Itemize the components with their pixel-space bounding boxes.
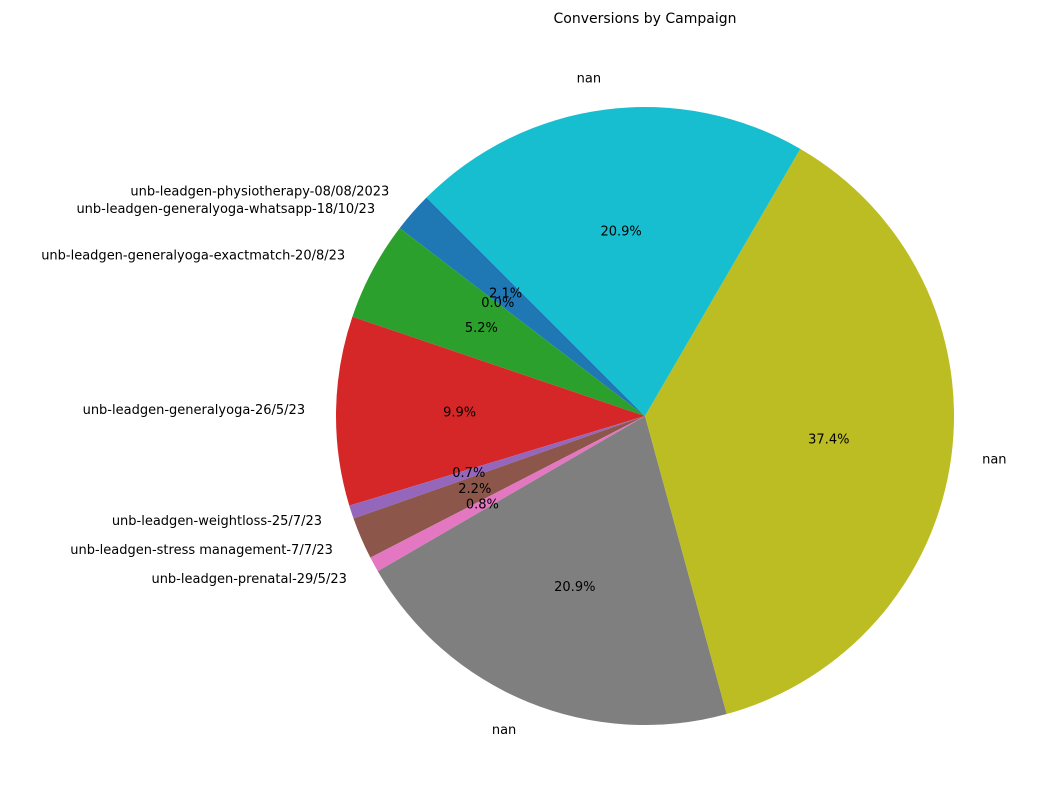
pie-slice (377, 416, 727, 726)
slice-label: unb-leadgen-prenatal-29/5/23 (151, 572, 346, 587)
pie-slice (352, 228, 645, 416)
pie-slice (353, 416, 645, 558)
slice-label: unb-leadgen-generalyoga-26/5/23 (83, 403, 306, 418)
pie-slice (645, 148, 955, 715)
slice-label: unb-leadgen-generalyoga-whatsapp-18/10/2… (76, 202, 375, 217)
slice-percent-label: 20.9% (554, 580, 595, 595)
slice-label: unb-leadgen-weightloss-25/7/23 (112, 514, 322, 529)
slice-percent-label: 5.2% (465, 321, 498, 336)
slice-label: nan (577, 71, 601, 86)
slice-label: nan (492, 723, 516, 738)
slice-percent-label: 2.1% (489, 286, 522, 301)
slice-percent-label: 2.2% (458, 482, 491, 497)
slice-label: unb-leadgen-generalyoga-exactmatch-20/8/… (41, 248, 345, 263)
pie-slice (335, 316, 645, 506)
slice-percent-label: 37.4% (808, 432, 849, 447)
percent-labels: 2.1%0.0% 5.2% 9.9% 0.7%2.2%0.8% 20.9% 37.4% 20… (443, 225, 849, 595)
pie-slices (335, 106, 955, 726)
slice-labels: unb-leadgen-physiotherapy-08/08/2023 unb-… (41, 71, 1006, 738)
slice-percent-label: 20.9% (600, 225, 641, 240)
pie-slice (426, 106, 801, 416)
pie-slice (370, 416, 645, 572)
pie-slice (399, 197, 645, 416)
slice-percent-label: 0.0% (481, 296, 514, 311)
pie-slice (349, 416, 645, 519)
chart-title: Conversions by Campaign (554, 11, 737, 27)
slice-percent-label: 0.7% (452, 466, 485, 481)
slice-label: unb-leadgen-physiotherapy-08/08/2023 (130, 185, 389, 200)
slice-percent-label: 9.9% (443, 405, 476, 420)
slice-percent-label: 0.8% (466, 498, 499, 513)
slice-label: nan (982, 452, 1006, 467)
slice-label: unb-leadgen-stress management-7/7/23 (70, 543, 333, 558)
